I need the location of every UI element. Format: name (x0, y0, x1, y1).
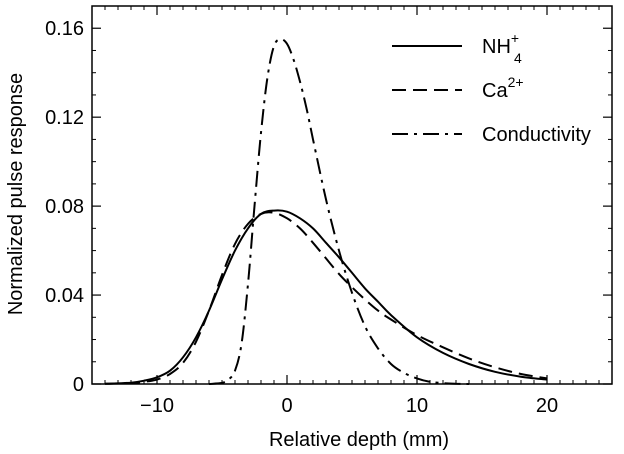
x-tick-label: −10 (140, 395, 174, 417)
legend-label-superscript: 2+ (508, 74, 524, 90)
x-axis-title: Relative depth (mm) (269, 429, 449, 451)
plot-frame (91, 5, 613, 385)
y-tick-label: 0.04 (45, 285, 84, 307)
series-line-2 (104, 211, 548, 385)
series-line-3 (208, 38, 470, 385)
axes: −10 0 10 20 0 0.04 0.08 0.12 0.16 (45, 5, 613, 417)
x-tick-label: 0 (281, 395, 292, 417)
y-axis-title: Normalized pulse response (5, 73, 27, 315)
legend-label-subscript: 4 (514, 50, 522, 66)
series-line-1 (104, 209, 548, 385)
legend-label-2: Ca2+ (482, 74, 524, 102)
y-tick-label: 0.16 (45, 18, 84, 40)
series-lines (104, 38, 548, 385)
y-tick-label: 0.12 (45, 107, 84, 129)
legend-label-3: Conductivity (482, 124, 591, 146)
x-tick-label: 10 (406, 395, 428, 417)
legend-label-superscript: + (511, 30, 519, 46)
y-tick-label: 0 (73, 374, 84, 396)
x-tick-label: 20 (536, 395, 558, 417)
y-tick-label: 0.08 (45, 196, 84, 218)
